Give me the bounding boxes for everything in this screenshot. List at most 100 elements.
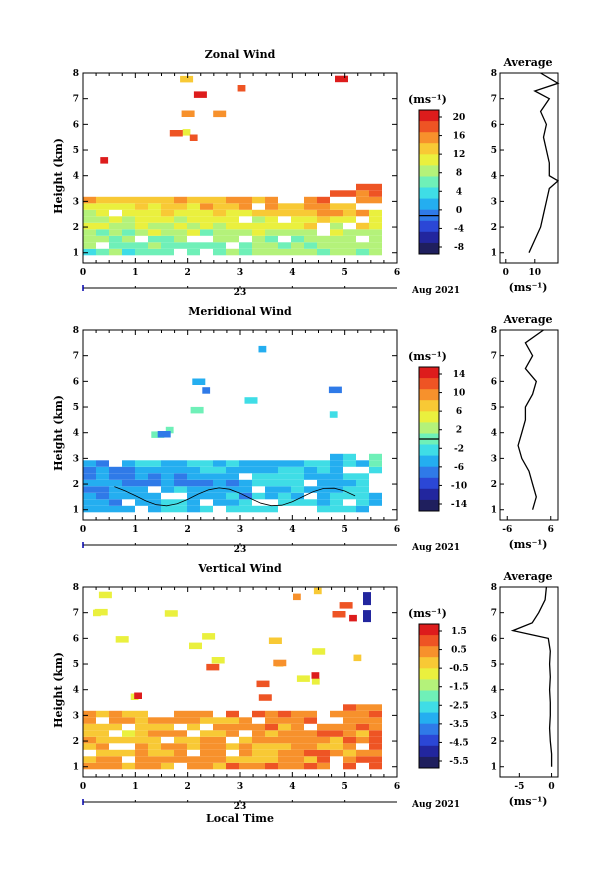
heatmap-cell <box>148 216 161 223</box>
heatmap-cell <box>356 499 369 506</box>
heatmap-cell <box>265 473 278 480</box>
heatmap-cell <box>174 749 187 757</box>
heatmap-cell <box>330 473 343 480</box>
heatmap-cell <box>213 749 226 757</box>
heatmap-cell <box>161 717 174 724</box>
heatmap-cell <box>109 756 122 763</box>
colorbar-swatch <box>419 455 439 468</box>
heatmap-cell <box>83 499 96 506</box>
heatmap-cell <box>356 222 369 230</box>
heatmap-cell <box>330 479 343 487</box>
heatmap-cell <box>83 762 96 770</box>
heatmap-cell <box>256 680 270 688</box>
heatmap-cell <box>296 675 310 682</box>
heatmap-cell <box>369 229 382 236</box>
heatmap-cell <box>161 460 174 467</box>
heatmap-cell <box>363 610 371 623</box>
x-tick-label: 4 <box>289 268 295 278</box>
heatmap-cell <box>265 248 278 256</box>
heatmap-cell <box>83 196 96 204</box>
y-tick-label: 5 <box>73 660 79 670</box>
heatmap-cell <box>356 183 369 191</box>
heatmap-cell <box>109 479 122 487</box>
heatmap-cell <box>83 756 96 763</box>
heatmap-cell <box>213 222 226 230</box>
avg-y-tick-label: 2 <box>491 480 497 490</box>
heatmap-cell <box>187 466 200 474</box>
heatmap-cell <box>343 248 356 256</box>
heatmap-cell <box>148 209 161 217</box>
heatmap-cell <box>135 479 148 487</box>
heatmap-cell <box>239 743 252 750</box>
heatmap-cell <box>349 614 357 622</box>
heatmap-cell <box>96 736 109 744</box>
heatmap-cell <box>148 499 161 506</box>
heatmap-cell <box>291 499 304 506</box>
heatmap-cell <box>226 229 239 236</box>
heatmap-cell <box>213 762 226 770</box>
heatmap-cell <box>213 730 226 737</box>
heatmap-cell <box>148 736 161 744</box>
heatmap-cell <box>187 743 200 750</box>
heatmap-cell <box>239 505 252 513</box>
heatmap-cell <box>200 473 213 480</box>
heatmap-cell <box>96 460 109 467</box>
heatmap-cell <box>312 648 326 655</box>
heatmap-cell <box>343 209 356 217</box>
heatmap-cell <box>304 717 317 724</box>
heatmap-cell <box>83 460 96 467</box>
heatmap-cell <box>122 486 135 493</box>
heatmap-cell <box>278 222 291 230</box>
heatmap-cell <box>304 736 317 744</box>
colorbar-swatch <box>419 624 439 636</box>
colorbar-swatch <box>419 187 439 200</box>
heatmap-cell <box>134 692 142 699</box>
average-title: Average <box>502 313 552 326</box>
heatmap-cell <box>291 762 304 770</box>
heatmap-cell <box>252 209 265 217</box>
heatmap-cell <box>304 710 317 718</box>
average-frame <box>499 329 559 521</box>
heatmap-cell <box>213 229 226 236</box>
heatmap-cell <box>252 479 265 487</box>
avg-y-tick-label: 6 <box>491 634 497 644</box>
heatmap-cell <box>369 222 382 230</box>
heatmap-cell <box>265 229 278 236</box>
heatmap-cell <box>213 486 226 493</box>
heatmap-cell <box>83 242 96 249</box>
heatmap-cell <box>174 196 187 204</box>
heatmap-cell <box>304 486 317 493</box>
avg-y-tick-label: 3 <box>491 197 497 207</box>
heatmap-cell <box>135 466 148 474</box>
heatmap-cell <box>83 203 96 210</box>
heatmap-cell <box>278 229 291 236</box>
heatmap-cell <box>356 473 369 480</box>
colorbar-tick-label: 16 <box>453 132 466 142</box>
average-profile: 1 2 3 4 5 6 7 8 -6 6 <box>491 326 559 535</box>
colorbar-tick-label: -10 <box>451 481 467 491</box>
heatmap-cell <box>213 196 226 204</box>
heatmap-cell <box>122 762 135 770</box>
heatmap-cell <box>187 222 200 230</box>
heatmap-cell <box>174 736 187 744</box>
heatmap-cell <box>174 242 187 249</box>
heatmap-cell <box>109 222 122 230</box>
heatmap-cell <box>161 466 174 474</box>
heatmap-cell <box>161 499 174 506</box>
heatmap-cell <box>330 730 343 737</box>
heatmap-cell <box>83 479 96 487</box>
heatmap-cell <box>311 672 320 679</box>
heatmap-cell <box>265 460 278 467</box>
heatmap-cell <box>148 756 161 763</box>
colorbar-swatch <box>419 378 439 390</box>
heatmap-cell <box>213 110 227 118</box>
heatmap-cell <box>278 479 291 487</box>
heatmap-cell <box>330 235 343 243</box>
heatmap-cell <box>239 248 252 256</box>
colorbar-swatch <box>419 466 439 479</box>
heatmap-cell <box>239 222 252 230</box>
heatmap-cell <box>135 749 148 757</box>
heatmap-cell <box>311 678 320 685</box>
colorbar-tick-label: 4 <box>456 187 462 197</box>
colorbar-swatch <box>419 745 439 758</box>
